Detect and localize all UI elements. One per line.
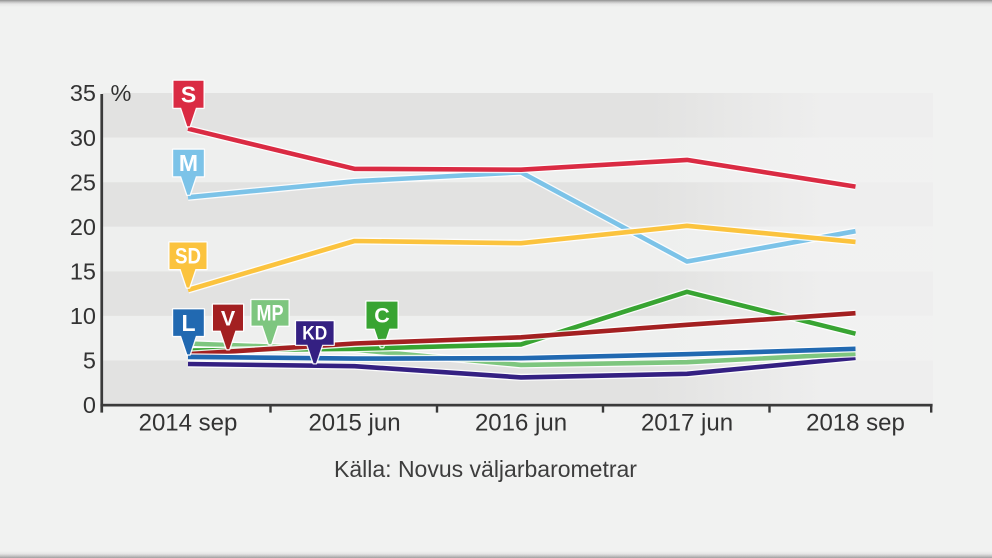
svg-text:MP: MP xyxy=(257,301,284,326)
svg-text:2016 jun: 2016 jun xyxy=(475,410,567,437)
svg-text:L: L xyxy=(181,310,195,336)
svg-text:M: M xyxy=(179,150,198,176)
svg-text:5: 5 xyxy=(83,348,96,374)
svg-text:2014 sep: 2014 sep xyxy=(139,410,238,437)
svg-text:25: 25 xyxy=(70,169,96,195)
svg-text:10: 10 xyxy=(70,303,96,329)
svg-text:SD: SD xyxy=(175,244,201,269)
svg-text:%: % xyxy=(111,80,132,106)
svg-text:35: 35 xyxy=(70,80,96,106)
svg-text:C: C xyxy=(374,304,390,328)
svg-text:V: V xyxy=(221,306,236,330)
svg-text:20: 20 xyxy=(70,214,96,240)
svg-text:2018 sep: 2018 sep xyxy=(806,410,905,437)
svg-text:KD: KD xyxy=(302,324,327,345)
svg-text:0: 0 xyxy=(83,392,96,418)
svg-text:Källa: Novus väljarbarometrar: Källa: Novus väljarbarometrar xyxy=(334,456,637,482)
svg-text:S: S xyxy=(181,81,196,107)
svg-text:2017 jun: 2017 jun xyxy=(641,410,733,437)
svg-text:30: 30 xyxy=(70,125,96,151)
svg-text:15: 15 xyxy=(70,259,96,285)
svg-text:2015 jun: 2015 jun xyxy=(308,410,400,437)
